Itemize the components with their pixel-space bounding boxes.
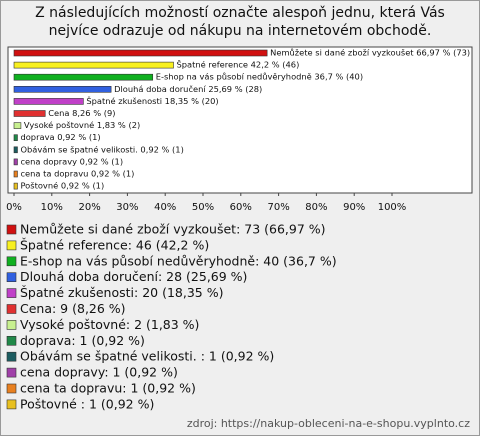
legend-swatch bbox=[6, 367, 17, 378]
legend-label: Obávám se špatné velikosti. : 1 (0,92 %) bbox=[20, 349, 274, 364]
bar bbox=[13, 110, 46, 117]
x-tick-label: 100% bbox=[378, 202, 407, 213]
legend-swatch bbox=[6, 320, 17, 330]
legend-swatch bbox=[6, 383, 17, 394]
x-tick-label: 0% bbox=[6, 202, 22, 213]
bar bbox=[13, 73, 154, 81]
legend-swatch bbox=[6, 304, 17, 314]
plot-area bbox=[7, 46, 473, 194]
legend-swatch bbox=[6, 399, 17, 410]
legend-label: Cena: 9 (8,26 %) bbox=[20, 301, 126, 316]
bar bbox=[13, 134, 18, 141]
bar bbox=[13, 122, 22, 129]
bar-label: Vysoké poštovné 1,83 % (2) bbox=[24, 120, 140, 130]
bar bbox=[13, 182, 18, 190]
source: zdroj: https://nakup-obleceni-na-e-shopu… bbox=[187, 417, 470, 430]
legend-swatch bbox=[6, 335, 17, 346]
x-tick-label: 40% bbox=[154, 202, 176, 213]
chart-title: Z následujících možností označte alespoň… bbox=[35, 5, 445, 39]
legend-swatch bbox=[6, 272, 17, 283]
bar-label: Špatné reference 42,2 % (46) bbox=[177, 59, 300, 70]
legend-label: E-shop na vás působí nedůvěryhodně: 40 (… bbox=[20, 253, 337, 268]
bar-label: Nemůžete si dané zboží vyzkoušet 66,97 %… bbox=[270, 48, 470, 58]
legend-swatch bbox=[6, 224, 17, 235]
x-tick-label: 10% bbox=[41, 202, 63, 213]
bar-label: doprava 0,92 % (1) bbox=[20, 132, 100, 142]
x-tick-label: 20% bbox=[78, 202, 100, 213]
x-tick-label: 50% bbox=[192, 202, 214, 213]
bar bbox=[13, 170, 18, 178]
legend-swatch bbox=[6, 351, 17, 362]
bar-label: Poštovné 0,92 % (1) bbox=[20, 181, 104, 191]
legend-swatch bbox=[6, 256, 17, 267]
bar-label: Špatné zkušenosti 18,35 % (20) bbox=[86, 95, 218, 106]
bar bbox=[13, 98, 84, 105]
legend-label: Špatné zkušenosti: 20 (18,35 %) bbox=[20, 285, 223, 300]
bar bbox=[13, 86, 112, 93]
bar bbox=[13, 158, 18, 166]
x-tick-label: 90% bbox=[343, 202, 365, 213]
legend-label: doprava: 1 (0,92 %) bbox=[20, 333, 145, 348]
legend-label: Dlouhá doba doručení: 28 (25,69 %) bbox=[20, 269, 247, 284]
x-tick-label: 30% bbox=[116, 202, 138, 213]
bar-label: Dlouhá doba doručení 25,69 % (28) bbox=[114, 84, 262, 94]
legend-label: Nemůžete si dané zboží vyzkoušet: 73 (66… bbox=[20, 222, 326, 237]
legend-label: cena dopravy: 1 (0,92 %) bbox=[20, 365, 178, 380]
bar-label: cena dopravy 0,92 % (1) bbox=[20, 156, 123, 166]
bar bbox=[13, 49, 268, 57]
legend-label: cena ta dopravu: 1 (0,92 %) bbox=[20, 381, 196, 396]
x-tick-label: 60% bbox=[230, 202, 252, 213]
bar-label: E-shop na vás působí nedůvěryhodně 36,7 … bbox=[156, 72, 363, 82]
bar-label: cena ta dopravu 0,92 % (1) bbox=[20, 169, 134, 179]
bar bbox=[13, 61, 174, 69]
legend-swatch bbox=[6, 240, 17, 251]
x-tick-label: 70% bbox=[267, 202, 289, 213]
x-tick-label: 80% bbox=[305, 202, 327, 213]
bar-label: Obávám se špatné velikosti. 0,92 % (1) bbox=[20, 144, 183, 154]
bar bbox=[13, 146, 18, 154]
legend-label: Vysoké poštovné: 2 (1,83 %) bbox=[20, 317, 199, 332]
legend-swatch bbox=[6, 288, 17, 298]
legend-label: Poštovné : 1 (0,92 %) bbox=[20, 396, 154, 411]
legend-label: Špatné reference: 46 (42,2 %) bbox=[20, 237, 209, 252]
bar-label: Cena 8,26 % (9) bbox=[48, 108, 115, 118]
